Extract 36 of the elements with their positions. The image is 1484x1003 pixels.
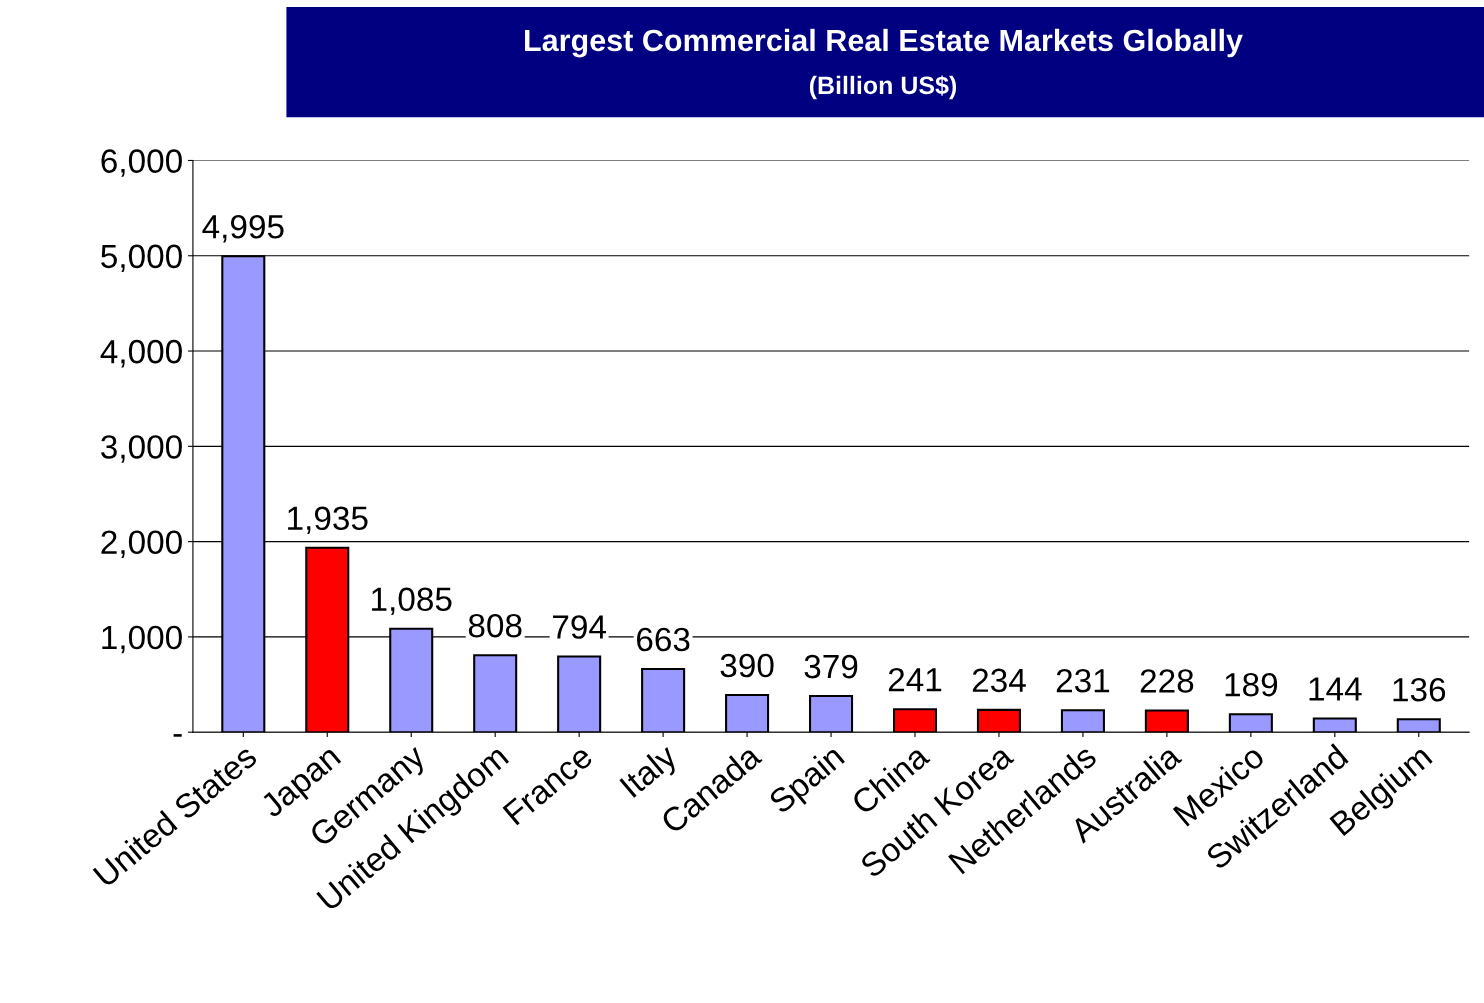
data-label: 189 [1225,672,1278,697]
data-label: 1,085 [372,587,452,616]
bar [1396,718,1441,733]
data-label: 144 [1309,677,1362,701]
y-tick-label: 4,000 [100,339,182,368]
data-label: 1,935 [288,506,368,535]
chart-subtitle: (Billion US$) [809,75,957,100]
y-tick-label: 5,000 [101,244,182,273]
bar [1312,717,1357,733]
chart-title: Largest Commercial Real Estate Markets Globally [525,28,1243,58]
bar [473,654,518,733]
data-label: 234 [972,668,1026,693]
bar [892,708,938,733]
data-label: 4,995 [202,214,284,243]
bar [809,695,854,733]
data-label: 228 [1140,669,1194,693]
bar [1144,709,1189,733]
bar [725,693,770,733]
bar [557,655,602,733]
y-tick-label: 1,000 [102,625,182,654]
bar [1060,709,1105,733]
y-tick-label: 6,000 [101,149,182,177]
data-label: 379 [804,654,858,679]
data-label: 794 [553,615,606,639]
data-label: 663 [637,627,690,652]
data-label: 390 [720,653,774,678]
y-tick-label: - [173,734,182,737]
data-label: 231 [1056,668,1110,693]
bar [641,667,686,733]
bar [1228,713,1273,733]
data-label: 136 [1393,677,1446,702]
bar [976,708,1021,733]
data-label: 808 [468,613,522,638]
data-label: 241 [888,667,942,692]
y-tick-label: 2,000 [101,530,182,558]
y-tick-label: 3,000 [101,435,182,463]
